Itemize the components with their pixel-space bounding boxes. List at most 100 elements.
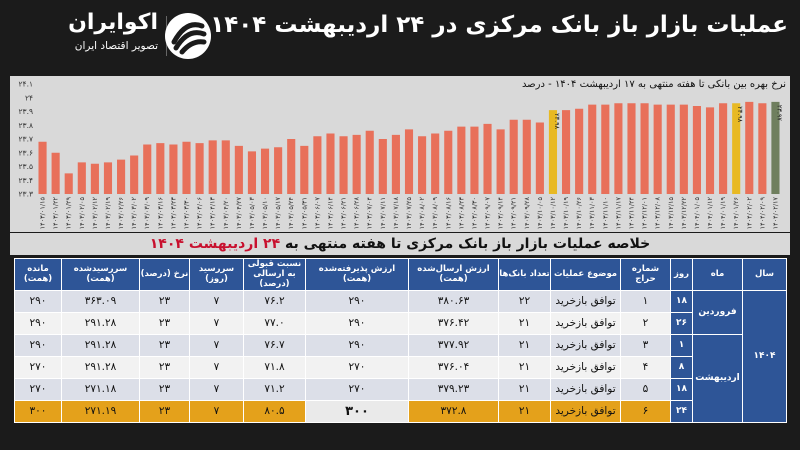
logo-tagline: تصویر اقتصاد ایران [74, 40, 158, 52]
cell-no: ۳ [620, 333, 671, 357]
bar [247, 151, 257, 194]
x-tick-label: ۱۴۰۳/۰۸/۰۹ [431, 196, 439, 229]
y-tick-label: ۲۴.۱ [19, 80, 33, 89]
cell-rate: ۲۳ [139, 311, 190, 335]
cell-op: توافق بازخرید [550, 333, 621, 357]
interbank-rate-chart: ۲۳.۳ ۲۳.۴ ۲۳.۵ ۲۳.۶ ۲۳.۷ ۲۳.۸ ۲۳.۹ ۲۴ ۲۴.۱ ۱۴۰۳/۰… [19, 80, 784, 230]
bar [575, 108, 584, 194]
cell-banks: ۲۲ [498, 289, 551, 313]
bar [90, 163, 99, 194]
cell-sent: ۳۷۲.۸ [408, 399, 499, 423]
x-tick-label: ۱۴۰۳/۰۹/۱۴ [497, 196, 505, 229]
x-tick-label: ۱۴۰۳/۰۳/۰۲ [130, 196, 138, 229]
x-tick-label: ۱۴۰۴/۰۲/۰۲ [745, 196, 753, 229]
x-tick-label: ۱۴۰۳/۰۷/۲۵ [405, 196, 413, 229]
cell-mat: ۷ [189, 289, 244, 313]
bar [182, 141, 191, 194]
x-tick-label: ۱۴۰۳/۰۷/۰۴ [366, 196, 374, 229]
bar [274, 147, 283, 194]
table-row: ۱۸ ۵ توافق بازخرید ۲۱ ۳۷۹.۲۳ ۲۷۰ ۷۱.۲ ۷ ۲۳ ۲۷۱.۱۸… [14, 377, 787, 401]
y-tick-label: ۲۳.۸ [19, 121, 33, 130]
x-tick-label: ۱۴۰۳/۰۳/۱۶ [156, 197, 164, 229]
cell-matured: ۳۶۳.۰۹ [61, 289, 140, 313]
x-tick-label: ۱۴۰۴/۰۱/۲۶ [732, 197, 740, 229]
cell-day: ۲۶ [670, 311, 693, 335]
cell-no: ۲ [620, 311, 671, 335]
cell-rate: ۲۳ [139, 377, 190, 401]
cell-matured: ۲۹۱.۲۸ [61, 311, 140, 335]
bar [339, 136, 348, 194]
bar [103, 162, 113, 194]
bar [758, 103, 767, 194]
cell-balance: ۲۹۰ [14, 311, 62, 335]
x-tick-label: ۱۴۰۴/۰۱/۱۹ [719, 196, 727, 229]
x-tick-label: ۱۴۰۳/۰۳/۰۹ [143, 196, 151, 229]
x-tick-label: ۱۴۰۳/۰۲/۱۹ [104, 196, 112, 229]
cell-balance: ۲۹۰ [14, 333, 62, 357]
table-header-row: سال ماه روز شماره حراج موضوع عملیات تعداد بان… [14, 258, 787, 291]
x-tick-label: ۱۴۰۳/۱۰/۲۶ [575, 197, 583, 229]
x-tick-label: ۱۴۰۳/۰۴/۱۳ [209, 196, 217, 229]
cell-balance: ۲۷۰ [14, 377, 62, 401]
x-tick-label: ۱۴۰۳/۱۲/۰۱ [641, 197, 649, 229]
bar-data-label: ۲۳.۹۸ [553, 113, 561, 130]
cell-sent: ۳۷۹.۲۳ [408, 377, 499, 401]
x-tick-label: ۱۴۰۴/۰۱/۰۵ [693, 196, 701, 229]
column-header: نرخ (درصد) [139, 258, 190, 291]
bar [444, 130, 453, 194]
bar [496, 129, 505, 194]
y-tick-label: ۲۳.۶ [19, 148, 33, 157]
cell-sent: ۳۸۰.۶۳ [408, 289, 499, 313]
cell-ratio: ۷۶.۷ [243, 333, 306, 357]
y-tick-label: ۲۳.۷ [19, 135, 33, 144]
cell-balance: ۲۹۰ [14, 289, 62, 313]
bar [601, 104, 610, 194]
bar [77, 162, 86, 194]
cell-mat: ۷ [189, 311, 244, 335]
bar [614, 103, 623, 194]
table-title-text: خلاصه عملیات بازار باز بانک مرکزی تا هفت… [285, 236, 651, 252]
logo[interactable]: اکوایران تصویر اقتصاد ایران [10, 6, 220, 64]
cell-matured: ۲۹۱.۲۸ [61, 333, 140, 357]
x-tick-label: ۱۴۰۳/۰۶/۱۴ [326, 196, 334, 229]
x-tick-label: ۱۴۰۳/۰۹/۲۸ [523, 196, 531, 229]
month-cell: اردیبهشت [692, 333, 743, 423]
header: اکوایران تصویر اقتصاد ایران عملیات بازار… [0, 0, 800, 72]
column-header: ماه [692, 258, 743, 291]
bar [732, 103, 741, 194]
bar-data-label: ۲۳.۹۸ [736, 106, 744, 123]
cell-ratio: ۷۱.۲ [243, 377, 306, 401]
cell-balance: ۲۷۰ [14, 355, 62, 379]
x-tick-label: ۱۴۰۳/۰۵/۱۷ [274, 196, 282, 229]
column-header: تعداد بانک‌ها [498, 258, 551, 291]
x-tick-label: ۱۴۰۳/۱۱/۱۷ [614, 196, 622, 229]
cell-accepted: ۲۷۰ [305, 355, 409, 379]
bar [38, 141, 47, 194]
bar [679, 104, 688, 194]
column-header: نسبت قبولی به ارسالی (درصد) [243, 258, 306, 291]
column-header: ارزش ارسال‌شده (همت) [408, 258, 499, 291]
x-tick-label: ۱۴۰۳/۱۱/۰۳ [588, 196, 596, 229]
cell-ratio: ۸۰.۵ [243, 399, 306, 423]
cell-accepted: ۲۹۰ [305, 311, 409, 335]
bar [457, 126, 466, 194]
table-row: ۸ ۴ توافق بازخرید ۲۱ ۳۷۶.۰۴ ۲۷۰ ۷۱.۸ ۷ ۲۳ ۲۹۱.۲۸ ۲… [14, 355, 787, 379]
cell-ratio: ۷۷.۰ [243, 311, 306, 335]
x-tick-label: ۱۴۰۳/۱۲/۱۵ [667, 196, 675, 229]
bar [705, 107, 715, 194]
cell-day: ۸ [670, 355, 693, 379]
bar [745, 101, 754, 194]
cell-op: توافق بازخرید [550, 311, 621, 335]
x-tick-label: ۱۴۰۳/۰۱/۲۲ [52, 196, 60, 229]
x-tick-label: ۱۴۰۳/۱۱/۱۰ [601, 197, 609, 229]
month-cell: فروردین [692, 289, 743, 335]
bar [117, 159, 126, 194]
cell-no: ۴ [620, 355, 671, 379]
cell-accepted: ۲۹۰ [305, 333, 409, 357]
cell-rate: ۲۳ [139, 355, 190, 379]
x-tick-label: ۱۴۰۳/۱۲/۰۸ [654, 196, 662, 229]
x-tick-label: ۱۴۰۳/۰۴/۲۷ [235, 196, 243, 229]
x-tick-label: ۱۴۰۳/۰۷/۱۸ [392, 196, 400, 229]
bar [130, 155, 139, 194]
bar [561, 110, 571, 194]
